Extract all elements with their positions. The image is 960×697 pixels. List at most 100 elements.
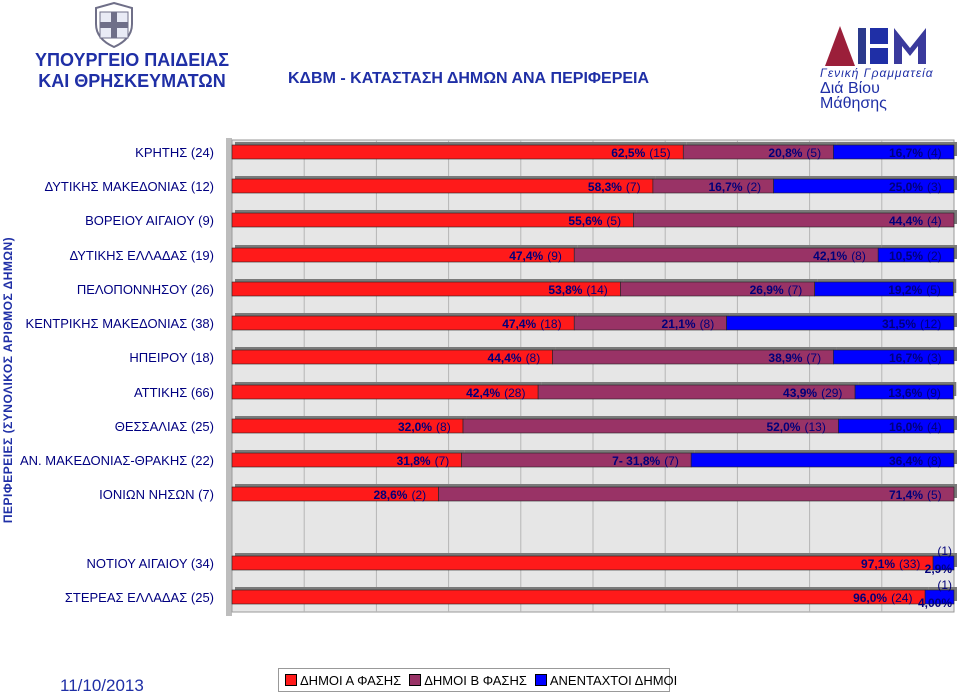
legend-label-phase-a: ΔΗΜΟΙ Α ΦΑΣΗΣ xyxy=(300,672,402,688)
category-label: ΔΥΤΙΚΗΣ ΕΛΛΑΔΑΣ (19) xyxy=(70,248,214,263)
category-label: ΔΥΤΙΚΗΣ ΜΑΚΕΔΟΝΙΑΣ (12) xyxy=(45,179,214,194)
data-count-phase-a: (8) xyxy=(526,351,541,365)
data-count-non-integrated: (4) xyxy=(927,146,942,160)
data-label-non-integrated: 4,00% xyxy=(918,596,952,610)
data-label-non-integrated: 19,2% xyxy=(888,283,922,297)
data-count-non-integrated: (1) xyxy=(937,578,952,592)
data-label-phase-b: 7- 31,8% xyxy=(612,454,660,468)
data-count-phase-b: (5) xyxy=(927,488,942,502)
data-count-phase-b: (7) xyxy=(664,454,679,468)
data-label-phase-b: 52,0% xyxy=(766,420,800,434)
chart-legend: ΔΗΜΟΙ Α ΦΑΣΗΣ ΔΗΜΟΙ Β ΦΑΣΗΣ ΑΝΕΝΤΑΧΤΟΙ Δ… xyxy=(278,668,677,692)
data-label-phase-b: 42,1% xyxy=(813,249,847,263)
data-count-non-integrated: (4) xyxy=(927,420,942,434)
logo-mark-text: ΔΒΜ xyxy=(828,76,830,79)
bar-non-integrated xyxy=(690,452,955,468)
legend-label-non-integrated: ΑΝΕΝΤΑΧΤΟΙ ΔΗΜΟΙ xyxy=(549,672,678,688)
data-label-phase-a: 28,6% xyxy=(373,488,407,502)
data-count-phase-b: (2) xyxy=(747,180,762,194)
logo-line-1: Γενική Γραμματεία xyxy=(820,66,934,80)
data-label-phase-a: 58,3% xyxy=(588,180,622,194)
bar-non-integrated xyxy=(773,178,955,194)
data-label-phase-a: 53,8% xyxy=(548,283,582,297)
category-label: ΚΕΝΤΡΙΚΗΣ ΜΑΚΕΔΟΝΙΑΣ (38) xyxy=(26,316,214,331)
data-count-phase-b: (5) xyxy=(806,146,821,160)
data-label-phase-a: 31,8% xyxy=(397,454,431,468)
data-label-phase-a: 47,4% xyxy=(509,249,543,263)
data-count-non-integrated: (12) xyxy=(920,317,941,331)
data-count-non-integrated: (8) xyxy=(927,454,942,468)
page-title: ΚΔΒΜ - ΚΑΤΑΣΤΑΣΗ ΔΗΜΩΝ ΑΝΑ ΠΕΡΙΦΕΡΕΙΑ xyxy=(288,70,650,87)
ministry-line-1: ΥΠΟΥΡΓΕΙΟ ΠΑΙΔΕΙΑΣ xyxy=(34,50,230,70)
data-count-phase-a: (24) xyxy=(891,591,912,605)
bar-non-integrated xyxy=(924,589,955,605)
bar-phase-a xyxy=(231,486,439,502)
data-label-non-integrated: 16,7% xyxy=(889,351,923,365)
data-count-non-integrated: (9) xyxy=(926,386,941,400)
data-count-phase-a: (15) xyxy=(649,146,670,160)
category-label: ΒΟΡΕΙΟΥ ΑΙΓΑΙΟΥ (9) xyxy=(85,213,214,228)
data-count-phase-b: (13) xyxy=(804,420,825,434)
category-label: ΑΝ. ΜΑΚΕΔΟΝΙΑΣ-ΘΡΑΚΗΣ (22) xyxy=(20,453,214,468)
data-count-phase-b: (7) xyxy=(806,351,821,365)
category-label: ΚΡΗΤΗΣ (24) xyxy=(135,145,214,160)
data-count-phase-a: (7) xyxy=(626,180,641,194)
data-label-phase-b: 20,8% xyxy=(768,146,802,160)
data-label-phase-a: 32,0% xyxy=(398,420,432,434)
data-count-phase-a: (9) xyxy=(547,249,562,263)
data-label-phase-a: 55,6% xyxy=(568,214,602,228)
data-label-phase-a: 42,4% xyxy=(466,386,500,400)
data-count-phase-a: (5) xyxy=(606,214,621,228)
data-label-phase-b: 38,9% xyxy=(768,351,802,365)
data-count-phase-b: (29) xyxy=(821,386,842,400)
bar-phase-b xyxy=(620,281,815,297)
data-count-phase-a: (14) xyxy=(586,283,607,297)
greek-emblem-icon xyxy=(95,2,133,48)
data-label-non-integrated: 31,5% xyxy=(882,317,916,331)
data-count-non-integrated: (3) xyxy=(927,180,942,194)
bar-phase-b xyxy=(438,486,955,502)
data-label-non-integrated: 13,6% xyxy=(888,386,922,400)
legend-item-phase-a: ΔΗΜΟΙ Α ΦΑΣΗΣ xyxy=(285,673,401,688)
bar-non-integrated xyxy=(854,384,954,400)
data-count-phase-b: (8) xyxy=(700,317,715,331)
data-count-non-integrated: (2) xyxy=(927,249,942,263)
bar-non-integrated xyxy=(814,281,954,297)
data-count-phase-a: (8) xyxy=(436,420,451,434)
data-label-phase-b: 44,4% xyxy=(889,214,923,228)
data-count-non-integrated: (1) xyxy=(937,544,952,558)
category-label: ΗΠΕΙΡΟΥ (18) xyxy=(129,350,214,365)
bar-phase-b xyxy=(633,212,955,228)
data-count-phase-b: (4) xyxy=(927,214,942,228)
data-label-phase-b: 26,9% xyxy=(750,283,784,297)
legend-swatch-non-integrated xyxy=(534,674,547,686)
bar-phase-a xyxy=(231,589,926,605)
data-label-phase-a: 96,0% xyxy=(853,591,887,605)
legend-item-phase-b: ΔΗΜΟΙ Β ΦΑΣΗΣ xyxy=(409,673,527,688)
data-label-phase-b: 21,1% xyxy=(662,317,696,331)
data-count-non-integrated: (3) xyxy=(927,351,942,365)
data-count-phase-b: (8) xyxy=(851,249,866,263)
data-label-non-integrated: 16,7% xyxy=(889,146,923,160)
data-count-phase-a: (33) xyxy=(899,557,920,571)
ministry-name: ΥΠΟΥΡΓΕΙΟ ΠΑΙΔΕΙΑΣ ΚΑΙ ΘΡΗΣΚΕΥΜΑΤΩΝ xyxy=(22,50,242,92)
bar-non-integrated xyxy=(833,144,955,160)
data-label-non-integrated: 25,0% xyxy=(889,180,923,194)
category-label: ΝΟΤΙΟΥ ΑΙΓΑΙΟΥ (34) xyxy=(87,556,214,571)
bar-non-integrated xyxy=(726,315,955,331)
bar-non-integrated xyxy=(877,247,955,263)
dvm-logo: ΔΒΜ xyxy=(825,26,926,79)
data-count-phase-a: (18) xyxy=(540,317,561,331)
category-label: ΠΕΛΟΠΟΝΝΗΣΟΥ (26) xyxy=(77,282,214,297)
data-count-phase-a: (2) xyxy=(411,488,426,502)
bar-non-integrated xyxy=(932,555,955,571)
data-label-phase-a: 97,1% xyxy=(861,557,895,571)
data-label-phase-a: 47,4% xyxy=(502,317,536,331)
logo-line-2: Διά Βίου Μάθησης xyxy=(820,80,887,112)
category-label: ΘΕΣΣΑΛΙΑΣ (25) xyxy=(115,419,214,434)
data-count-phase-a: (7) xyxy=(435,454,450,468)
data-label-phase-b: 16,7% xyxy=(708,180,742,194)
ministry-line-2: ΚΑΙ ΘΡΗΣΚΕΥΜΑΤΩΝ xyxy=(38,71,226,91)
data-label-phase-a: 62,5% xyxy=(611,146,645,160)
